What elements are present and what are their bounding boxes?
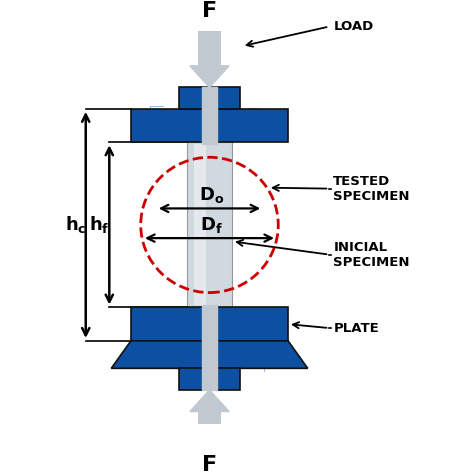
Text: $\mathbf{h_f}$: $\mathbf{h_f}$ — [89, 214, 110, 236]
Text: F: F — [202, 455, 217, 474]
FancyArrow shape — [190, 390, 229, 447]
Bar — [179, 87, 240, 109]
Text: $\mathbf{D_f}$: $\mathbf{D_f}$ — [200, 215, 223, 235]
Bar — [131, 109, 288, 142]
Text: PLATE: PLATE — [333, 321, 379, 335]
FancyArrow shape — [202, 305, 217, 390]
Bar — [194, 145, 206, 305]
Text: LOAD: LOAD — [333, 20, 374, 33]
Polygon shape — [111, 341, 308, 368]
Text: TESTED
SPECIMEN: TESTED SPECIMEN — [333, 174, 410, 202]
Text: F: F — [202, 0, 217, 21]
FancyArrow shape — [190, 30, 229, 87]
Bar — [131, 308, 288, 341]
Text: INICIAL
SPECIMEN: INICIAL SPECIMEN — [333, 241, 410, 269]
Text: $\mathbf{D_o}$: $\mathbf{D_o}$ — [199, 185, 224, 205]
FancyArrow shape — [202, 87, 217, 145]
Bar — [187, 142, 232, 308]
Bar — [179, 368, 240, 390]
Text: $\mathbf{h_c}$: $\mathbf{h_c}$ — [65, 214, 87, 236]
